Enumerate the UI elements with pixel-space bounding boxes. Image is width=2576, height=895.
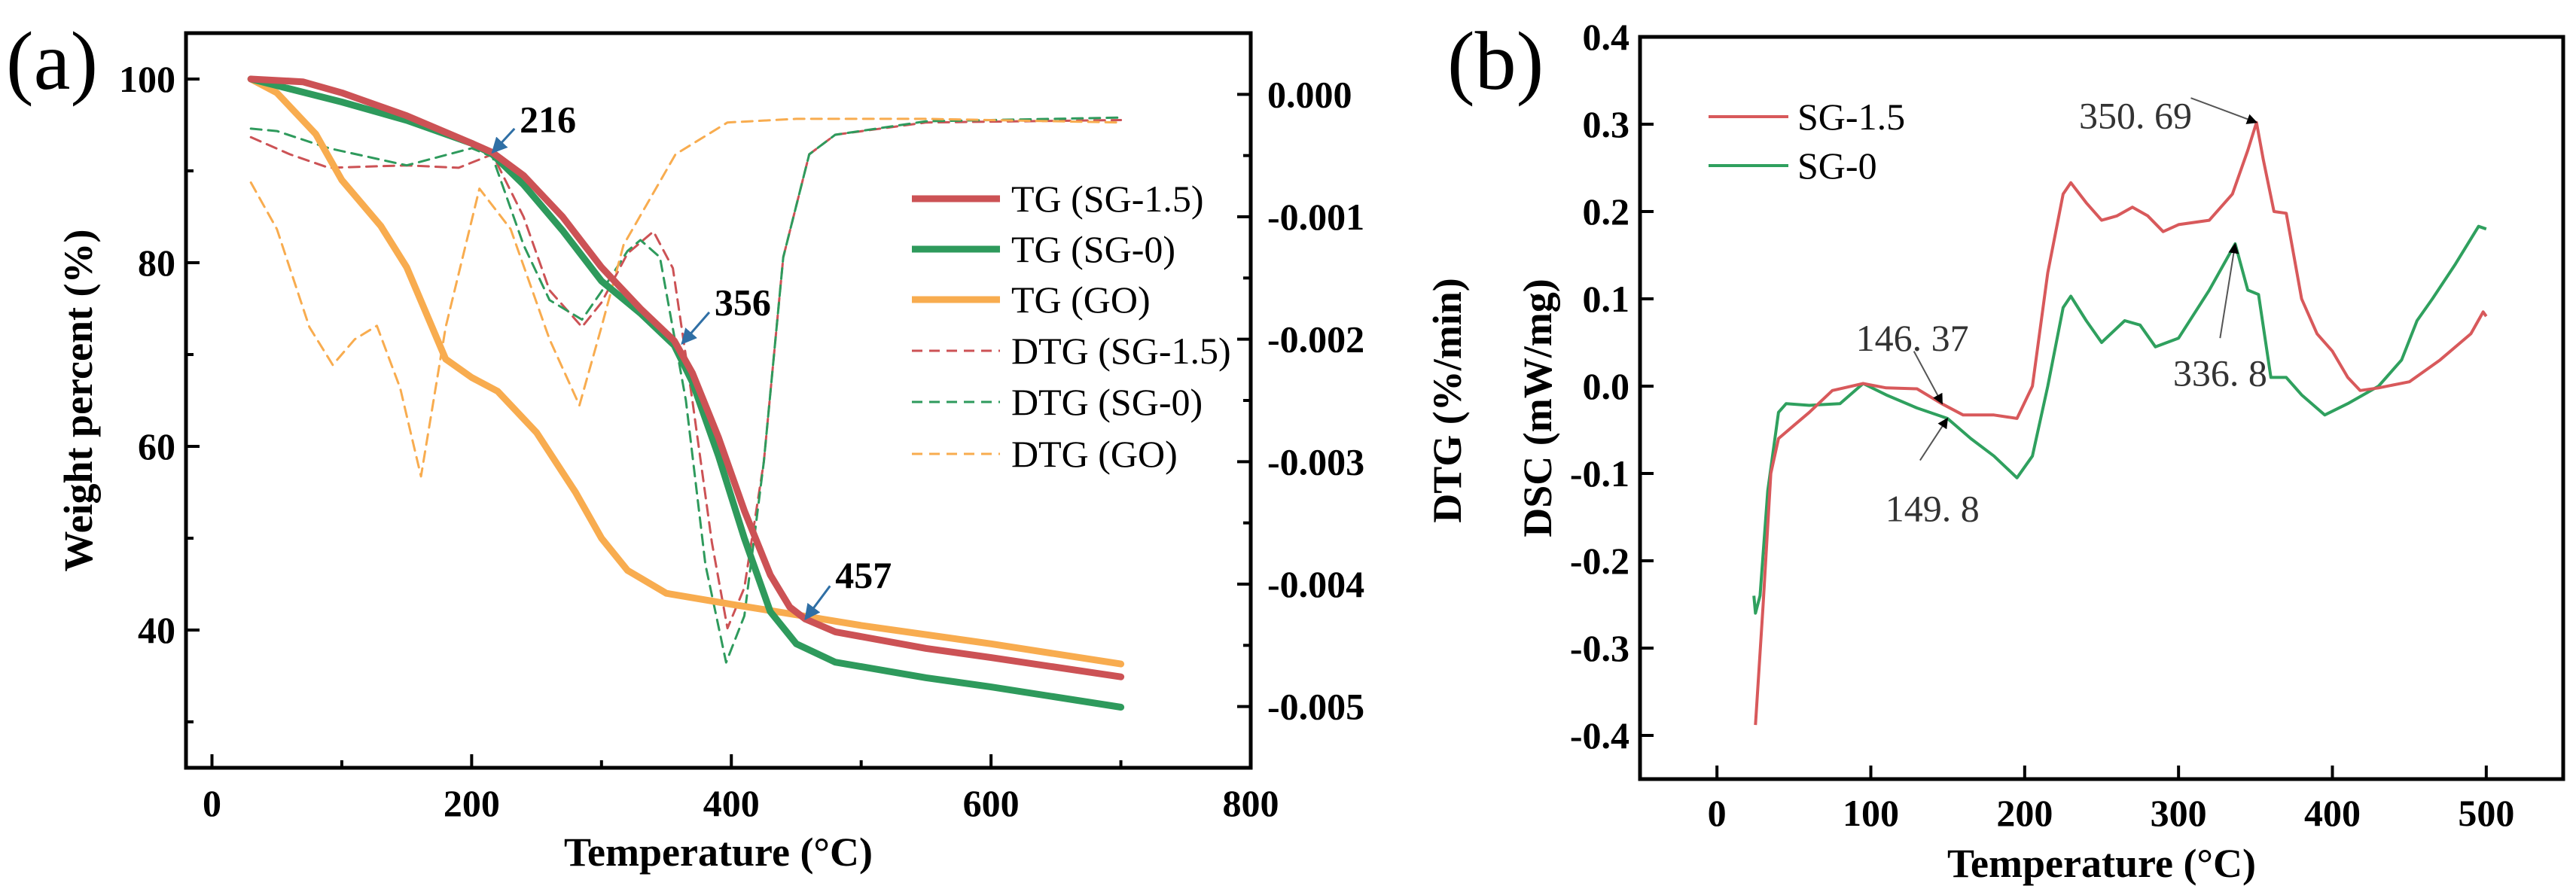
legend-label: TG (SG-1.5) [1011,178,1204,220]
annotation-label: 149. 8 [1886,487,1980,529]
legend-label: SG-0 [1797,145,1877,187]
panel-b-annotations: 350. 69 146. 37 149. 8 336. 8 [1856,94,2267,529]
panel-a-legend: TG (SG-1.5) TG (SG-0) TG (GO) DTG (SG-1.5) D… [912,178,1231,475]
y-tick-label: 0.3 [1583,103,1630,145]
series-tg-sg-1-5 [247,75,1125,680]
legend-label: DTG (SG-0) [1011,381,1203,423]
annotation-arrow [491,127,516,154]
y-tick-label: 40 [138,609,175,651]
panel-b-frame [1638,35,2565,781]
panel-b-series [1752,120,2488,726]
annotation-arrow [2219,242,2239,339]
y2-tick-label: -0.005 [1267,686,1364,728]
x-tick-label: 0 [1708,792,1727,834]
y-tick-label: 0.1 [1583,278,1630,320]
panel-a-axes: 0 200 400 600 800 40 60 80 100 0.000 -0.001 -0.002 -… [119,58,1364,824]
y-tick-label: 0.4 [1583,16,1630,58]
y2-tick-label: 0.000 [1267,73,1352,115]
legend-label: DTG (SG-1.5) [1011,330,1231,372]
series-dtg-go [249,117,1123,478]
y-tick-label: -0.4 [1570,714,1629,756]
panel-label-b: (b) [1447,15,1544,107]
panel-b-legend: SG-1.5 SG-0 [1709,96,1905,187]
y-tick-label: 100 [119,58,175,100]
y-tick-label: 60 [138,425,175,467]
legend-item: TG (SG-1.5) [912,178,1204,220]
panel-b-ylabel: DSC (mW/mg) [1515,279,1560,537]
x-tick-label: 200 [444,782,500,824]
panel-b-axes: 0 100 200 300 400 500 -0.4 -0.3 -0.2 -0.1 0.0 0.1 0.… [1570,16,2514,834]
legend-label: TG (SG-0) [1011,228,1175,270]
annotation-arrow [804,585,831,621]
series-dtg-sg-0 [249,116,1123,664]
annotation-label: 146. 37 [1856,317,1969,359]
panel-b-xlabel: Temperature (°C) [1947,841,2256,886]
x-tick-label: 200 [1996,792,2053,834]
y-tick-label: -0.3 [1570,627,1629,669]
legend-label: DTG (GO) [1011,433,1178,475]
y-tick-label: -0.1 [1570,452,1629,495]
panel-label-a: (a) [6,15,98,107]
legend-item: DTG (GO) [912,433,1178,475]
y2-tick-label: -0.003 [1267,440,1364,483]
x-tick-label: 100 [1843,792,1899,834]
series-sg-0 [1752,224,2487,615]
annotation-arrow [681,311,711,345]
annotation-label: 356 [715,281,771,323]
legend-item: DTG (SG-1.5) [912,330,1231,372]
panel-a-y2label: DTG (%/min) [1425,278,1470,523]
annotation-label: 350. 69 [2079,94,2192,136]
panel-a-annotations: 216 356 457 [491,99,892,621]
legend-item: SG-1.5 [1709,96,1905,138]
panel-a-frame [184,31,1253,770]
y2-tick-label: -0.002 [1267,318,1364,361]
y-tick-label: 0.0 [1583,365,1630,407]
panel-b: (b) 0 100 200 300 400 500-0.4-0.3-0.2-0.10.00… [1447,15,2565,886]
y2-tick-label: -0.001 [1267,196,1364,238]
legend-label: TG (GO) [1011,279,1151,321]
panel-a-series [247,75,1125,711]
y-tick-label: 80 [138,242,175,284]
y2-tick-label: -0.004 [1267,563,1364,605]
x-tick-label: 400 [703,782,760,824]
x-tick-label: 300 [2151,792,2207,834]
x-tick-label: 500 [2458,792,2514,834]
annotation-label: 336. 8 [2173,352,2267,394]
annotation-label: 457 [835,554,892,596]
x-tick-label: 0 [203,782,221,824]
series-tg-sg-0 [247,75,1125,711]
x-tick-label: 400 [2304,792,2361,834]
y-tick-label: -0.2 [1570,540,1629,582]
series-sg-1-5 [1754,120,2488,726]
x-tick-label: 800 [1223,782,1279,824]
legend-item: TG (SG-0) [912,228,1175,270]
annotation-label: 216 [520,99,576,141]
panel-a-ylabel: Weight percent (%) [56,230,101,572]
legend-label: SG-1.5 [1797,96,1905,138]
annotation-arrow [1919,417,1949,461]
x-tick-label: 600 [963,782,1020,824]
annotation-arrow [2190,97,2258,124]
y-tick-label: 0.2 [1583,190,1630,233]
panel-a-xlabel: Temperature (°C) [564,830,873,875]
legend-item: SG-0 [1709,145,1877,187]
annotation-arrow [1913,351,1943,405]
legend-item: TG (GO) [912,279,1151,321]
legend-item: DTG (SG-0) [912,381,1203,423]
panel-a: (a) 0 200 400 600 800 40 60 80 100 0.000 -0.001 -0.… [6,15,1470,875]
